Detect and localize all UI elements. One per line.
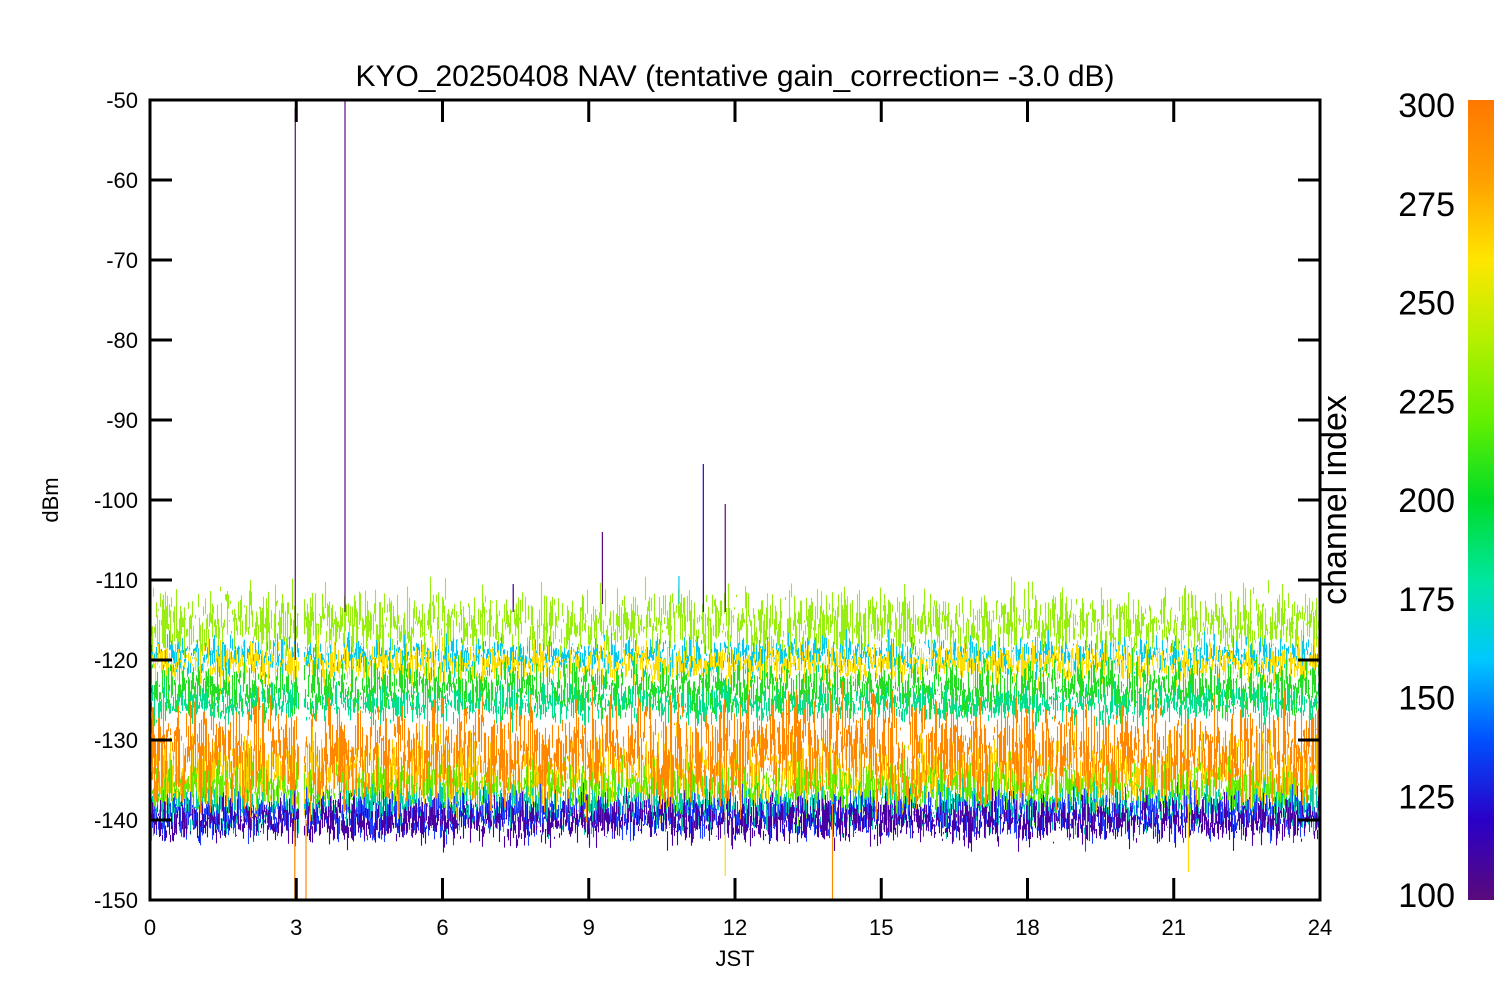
colorbar-tick-label: 125 — [1398, 778, 1455, 816]
colorbar-tick-label: 275 — [1398, 186, 1455, 224]
x-tick-label: 0 — [144, 915, 156, 940]
x-tick-label: 18 — [1015, 915, 1039, 940]
y-axis-label: dBm — [38, 477, 63, 522]
colorbar-label: channel index — [1316, 395, 1354, 605]
y-tick-label: -140 — [94, 808, 138, 833]
axes: 0 3 6 9 12 15 18 21 24 -50 -60 -70 -80 -90 -100 -110 -12… — [94, 88, 1332, 940]
y-tick-label: -130 — [94, 728, 138, 753]
colorbar-tick-label: 100 — [1398, 877, 1455, 915]
y-tick-label: -50 — [106, 88, 138, 113]
colorbar-tick-label: 200 — [1398, 482, 1455, 520]
y-tick-label: -100 — [94, 488, 138, 513]
x-axis-label: JST — [715, 946, 754, 971]
colorbar-gradient — [1468, 100, 1494, 900]
colorbar-tick-label: 300 — [1398, 87, 1455, 125]
y-tick-label: -60 — [106, 168, 138, 193]
plot-area — [150, 100, 1320, 900]
chart-title: KYO_20250408 NAV (tentative gain_correct… — [355, 60, 1114, 93]
x-tick-label: 21 — [1162, 915, 1186, 940]
colorbar-tick-label: 250 — [1398, 285, 1455, 323]
x-tick-label: 15 — [869, 915, 893, 940]
x-tick-label: 12 — [723, 915, 747, 940]
y-tick-label: -110 — [96, 568, 138, 593]
y-tick-label: -150 — [94, 888, 138, 913]
x-tick-label: 9 — [583, 915, 595, 940]
y-tick-label: -90 — [106, 408, 138, 433]
y-tick-label: -80 — [106, 328, 138, 353]
x-tick-label: 24 — [1308, 915, 1332, 940]
colorbar-tick-label: 175 — [1398, 581, 1455, 619]
y-tick-label: -120 — [94, 648, 138, 673]
x-tick-label: 3 — [290, 915, 302, 940]
colorbar: channel index 300 275 250 225 200 175 150 125 10… — [1316, 87, 1494, 915]
y-tick-label: -70 — [106, 248, 138, 273]
colorbar-tick-label: 225 — [1398, 383, 1455, 421]
colorbar-tick-label: 150 — [1398, 680, 1455, 718]
x-tick-label: 6 — [436, 915, 448, 940]
